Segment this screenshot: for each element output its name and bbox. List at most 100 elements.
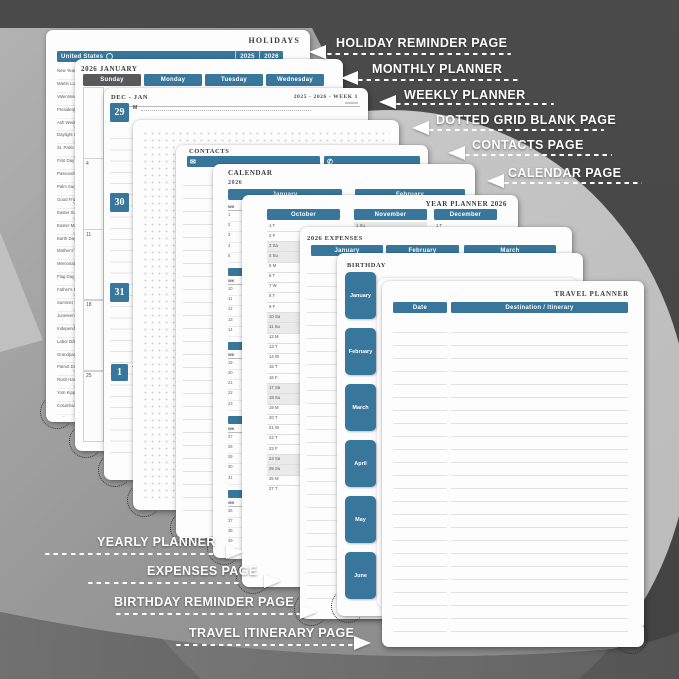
page-curl-mark [614, 620, 648, 654]
year-month-november: November [354, 209, 427, 220]
page-curl-mark [40, 395, 74, 429]
weekly-meta: 2025 - 2026 - WEEK 1 [293, 94, 358, 100]
month-bar-sliver [228, 489, 254, 498]
monthly-page-title: 2026 JANUARY [81, 65, 138, 73]
list-item: Labor Day [57, 338, 81, 351]
list-item: Daylight S [57, 131, 81, 145]
week-number: 5 [228, 253, 250, 263]
week-number: 36 [228, 508, 250, 518]
header-rule [111, 106, 360, 107]
callout-yearly-planner: YEARLY PLANNER [97, 535, 216, 549]
arrow-right-icon [354, 636, 371, 650]
week-cell: 11 [83, 229, 104, 301]
list-item: Patriot Da [57, 363, 81, 377]
list-item: Palm Sun [57, 183, 81, 196]
weekly-day-1: 1 [111, 364, 128, 381]
page-curl-mark [98, 453, 132, 487]
day-number: 29 [114, 107, 125, 118]
day-number: 31 [114, 287, 125, 298]
birthday-tab-may: May [345, 496, 376, 543]
travel-col-destination: Destination / Itinerary [451, 302, 628, 313]
arrow-right-icon [264, 574, 281, 588]
arrow-right-icon [226, 545, 243, 559]
page-curl-mark [207, 531, 241, 565]
day-header-monday: Monday [144, 74, 202, 86]
expenses-title: 2026 EXPENSES [307, 235, 364, 242]
list-item: St. Patric [57, 144, 81, 158]
page-curl-mark [236, 560, 270, 594]
week-cell: 4 [83, 158, 104, 230]
calendar-section: WK 19 20 21 22 23 [228, 341, 254, 411]
weekly-day-29: 29 [110, 103, 129, 122]
week-number: 4 [228, 243, 250, 253]
week-number: 29 [228, 454, 250, 465]
week-number: 20 [228, 370, 250, 381]
callout-expenses: EXPENSES PAGE [147, 564, 258, 578]
week-number: 12 [228, 306, 250, 317]
page-travel: TRAVEL PLANNER Date Destination / Itiner… [382, 281, 644, 647]
list-item: Memorial [57, 260, 81, 274]
phone-icon: ✆ [327, 158, 334, 166]
day-number: 30 [114, 197, 125, 208]
list-item: President [57, 106, 81, 119]
list-item: Grandpar [57, 351, 81, 364]
month-bar-sliver [228, 341, 254, 350]
left-highlight-wedge [0, 232, 43, 352]
country-label: United States [61, 53, 104, 60]
week-number: 22 [228, 390, 250, 401]
callout-dash [45, 553, 226, 556]
calendar-section: WK 27 28 29 30 31 [228, 415, 254, 485]
travel-title: TRAVEL PLANNER [554, 290, 629, 298]
holidays-page-title: HOLIDAYS [248, 36, 300, 45]
birthday-tab-march: March [345, 384, 376, 431]
week-cell [83, 87, 104, 159]
arrow-left-icon [412, 121, 429, 135]
expenses-month-january: January [311, 245, 383, 256]
week-number: 11 [228, 296, 250, 307]
week-numbers: 27 28 29 30 31 [228, 434, 254, 485]
week-number: 13 [228, 317, 250, 327]
callout-dash [176, 644, 354, 647]
year-column-2026: 2026 [259, 51, 283, 62]
arrow-left-icon [379, 95, 396, 109]
week-cell: 18 [83, 299, 104, 372]
week-number: 27 [228, 434, 250, 444]
weekly-day-31: 31 [110, 283, 129, 302]
page-curl-mark [69, 424, 103, 458]
callout-dash [88, 582, 264, 585]
bottom-band [0, 612, 679, 679]
callout-dash [116, 613, 300, 616]
list-item: Summer S [57, 299, 81, 312]
page-curl-mark [127, 483, 161, 517]
week-numbers: 10 11 12 13 14 [228, 286, 254, 337]
envelope-icon: ✉ [190, 158, 197, 166]
page-curl-mark [331, 589, 365, 623]
list-item: Mother's [57, 247, 81, 261]
day-header-tuesday: Tuesday [205, 74, 263, 86]
contacts-email-header: ✉ [187, 156, 320, 167]
day-header-wednesday: Wednesday [266, 74, 324, 86]
expenses-ruled-lines [307, 261, 338, 607]
expenses-month-february: February [386, 245, 459, 256]
callout-dash [504, 182, 642, 185]
callout-weekly-planner: WEEKLY PLANNER [404, 88, 526, 102]
week-number: 21 [228, 380, 250, 391]
callout-dash [465, 154, 612, 157]
week-number: 38 [228, 528, 250, 539]
contacts-ruled-lines [183, 173, 213, 523]
week-number: 23 [228, 401, 250, 411]
calendar-month-january: January [228, 189, 342, 200]
expenses-month-march: March [464, 245, 556, 256]
list-item: Earth Day [57, 235, 81, 248]
page-curl-mark [170, 511, 204, 545]
day-row: 27 T [267, 486, 340, 491]
calendar-month-february: February [355, 189, 465, 200]
callout-monthly-planner: MONTHLY PLANNER [372, 62, 503, 76]
arrow-right-icon [300, 605, 317, 619]
list-item: Good Frid [57, 196, 81, 209]
list-item: Independ [57, 325, 81, 338]
year-planner-title: YEAR PLANNER 2026 [425, 200, 507, 208]
list-item: New Year's [57, 67, 81, 80]
list-item: Flag Day [57, 273, 81, 287]
